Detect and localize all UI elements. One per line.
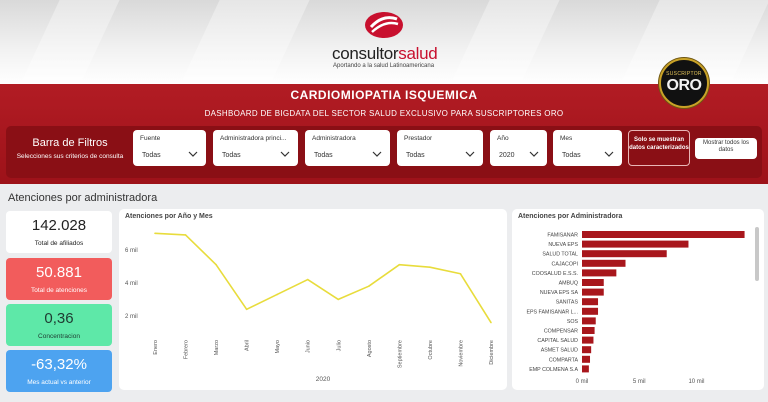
chevron-down-icon xyxy=(280,151,290,157)
chevron-down-icon xyxy=(188,151,198,157)
line-point xyxy=(245,308,248,311)
bar-chart-scrollbar[interactable] xyxy=(755,227,759,281)
line-point xyxy=(490,321,492,324)
bar-category-label: EPS FAMISANAR L... xyxy=(526,309,578,315)
filter-fuente[interactable]: Fuente Todas xyxy=(133,130,206,166)
line-xtick-label: Diciembre xyxy=(489,340,495,365)
page-subtitle: DASHBOARD DE BIGDATA DEL SECTOR SALUD EX… xyxy=(204,109,564,118)
bar-category-label: SOS xyxy=(567,319,579,325)
bar-category-label: AMBUQ xyxy=(559,281,578,287)
show-all-data-button[interactable]: Mostrar todos los datos xyxy=(695,138,757,159)
line-point xyxy=(276,293,278,296)
chevron-down-icon xyxy=(529,151,539,157)
line-xtick-label: Marzo xyxy=(214,340,220,355)
line-ytick-label: 4 mil xyxy=(125,281,138,287)
bar xyxy=(582,298,599,306)
line-xtick-label: Septiembre xyxy=(397,340,403,368)
bar xyxy=(582,307,599,315)
kpi-total-afiliados: 142.028 Total de afiliados xyxy=(6,211,112,253)
line-point xyxy=(459,272,462,275)
bar-category-label: CAJACOPI xyxy=(552,261,579,267)
bar xyxy=(582,279,604,286)
line-xtick-label: Agosto xyxy=(367,340,373,357)
bar xyxy=(582,269,617,277)
line-chart: 2020 2 mil 4 mil 6 mil Enero Febrero Marzo Abr… xyxy=(125,232,495,383)
kpi-mes-vs-anterior: -63,32% Mes actual vs anterior xyxy=(6,350,112,392)
bar xyxy=(582,346,592,354)
line-xtick-label: Mayo xyxy=(275,340,281,353)
filter-administradora-principal[interactable]: Administradora princi... Todas xyxy=(213,130,298,166)
line-chart-xlabel: 2020 xyxy=(316,376,331,383)
bar-xtick-label: 0 mil xyxy=(576,379,589,385)
bar-category-label: COMPENSAR xyxy=(544,329,578,335)
bar-category-label: SANITAS xyxy=(556,300,579,306)
bar-chart: FAMISANAR NUEVA EPS SALUD TOTAL CAJACOPI COO… xyxy=(526,231,745,385)
line-xtick-label: Enero xyxy=(153,340,159,355)
bar-category-label: ASMET SALUD xyxy=(541,348,578,354)
chevron-down-icon xyxy=(372,151,382,157)
bar xyxy=(582,288,604,296)
bar xyxy=(582,231,745,238)
line-point xyxy=(306,278,309,281)
bar xyxy=(582,259,626,267)
line-xtick-label: Octubre xyxy=(428,340,434,360)
filter-mes[interactable]: Mes Todas xyxy=(553,130,622,166)
kpi-concentracion: 0,36 Concentracion xyxy=(6,304,112,346)
line-xtick-label: Julio xyxy=(336,340,342,351)
chevron-down-icon xyxy=(604,151,614,157)
chevron-down-icon xyxy=(465,151,475,157)
bar-xtick-label: 5 mil xyxy=(633,379,646,385)
bar-category-label: CAPITAL SALUD xyxy=(537,338,578,344)
line-point xyxy=(215,263,217,266)
bar-chart-title: Atenciones por Administradora xyxy=(518,213,623,220)
bar-category-label: COOSALUD E.S.S. xyxy=(532,271,578,277)
line-series xyxy=(154,232,492,323)
filter-prestador[interactable]: Prestador Todas xyxy=(397,130,483,166)
line-chart-card: Atenciones por Año y Mes 2020 2 mil 4 mil… xyxy=(119,209,507,390)
line-ytick-label: 6 mil xyxy=(125,248,138,254)
line-xtick-label: Noviembre xyxy=(458,340,464,367)
brand-name: consultorsalud xyxy=(332,44,438,63)
bar xyxy=(582,240,689,248)
line-xtick-label: Abril xyxy=(245,340,251,351)
bar-category-label: NUEVA EPS xyxy=(548,242,578,248)
consultorsalud-logo xyxy=(365,12,403,38)
bar xyxy=(582,317,596,325)
bar xyxy=(582,327,595,334)
line-xtick-label: Junio xyxy=(306,340,312,353)
bar-category-label: COMPARTA xyxy=(549,357,579,363)
bar xyxy=(582,355,591,363)
bar xyxy=(582,250,667,258)
header-hero: consultorsalud Aportando a la salud Lati… xyxy=(0,0,768,84)
line-point xyxy=(368,285,370,287)
filter-administradora[interactable]: Administradora Todas xyxy=(305,130,390,166)
bar xyxy=(582,336,594,344)
line-point xyxy=(429,266,431,268)
bar-category-label: NUEVA EPS SA xyxy=(540,290,579,296)
brand-tagline: Aportando a la salud Latinoamericana xyxy=(333,63,435,69)
oro-subscriber-badge: SUSCRIPTOR ORO xyxy=(659,58,709,108)
bar-chart-card: Atenciones por Administradora FAMISANAR N… xyxy=(512,209,764,390)
line-ytick-label: 2 mil xyxy=(125,314,138,320)
filter-anio[interactable]: Año 2020 xyxy=(490,130,547,166)
kpi-total-atenciones: 50.881 Total de atenciones xyxy=(6,258,112,300)
line-point xyxy=(154,232,156,235)
bar-category-label: SALUD TOTAL xyxy=(542,252,578,258)
line-xtick-label: Febrero xyxy=(184,340,190,359)
section-title: Atenciones por administradora xyxy=(8,192,158,204)
line-point xyxy=(184,234,187,236)
page-title: CARDIOMIOPATIA ISQUEMICA xyxy=(290,88,478,102)
filter-bar: Barra de Filtros Selecciones sus criteri… xyxy=(6,126,762,178)
characterized-data-button[interactable]: Solo se muestran datos caracterizados xyxy=(628,130,690,166)
bar-category-label: EMP COLMENA S.A xyxy=(529,367,578,373)
line-chart-title: Atenciones por Año y Mes xyxy=(125,213,213,220)
filter-bar-title: Barra de Filtros xyxy=(32,137,108,149)
line-point xyxy=(337,298,340,301)
line-point xyxy=(398,263,401,266)
bar-category-label: FAMISANAR xyxy=(547,233,578,239)
filter-bar-subtitle: Selecciones sus criterios de consulta xyxy=(16,153,124,160)
bar xyxy=(582,365,589,373)
bar-xtick-label: 10 mil xyxy=(688,379,704,385)
